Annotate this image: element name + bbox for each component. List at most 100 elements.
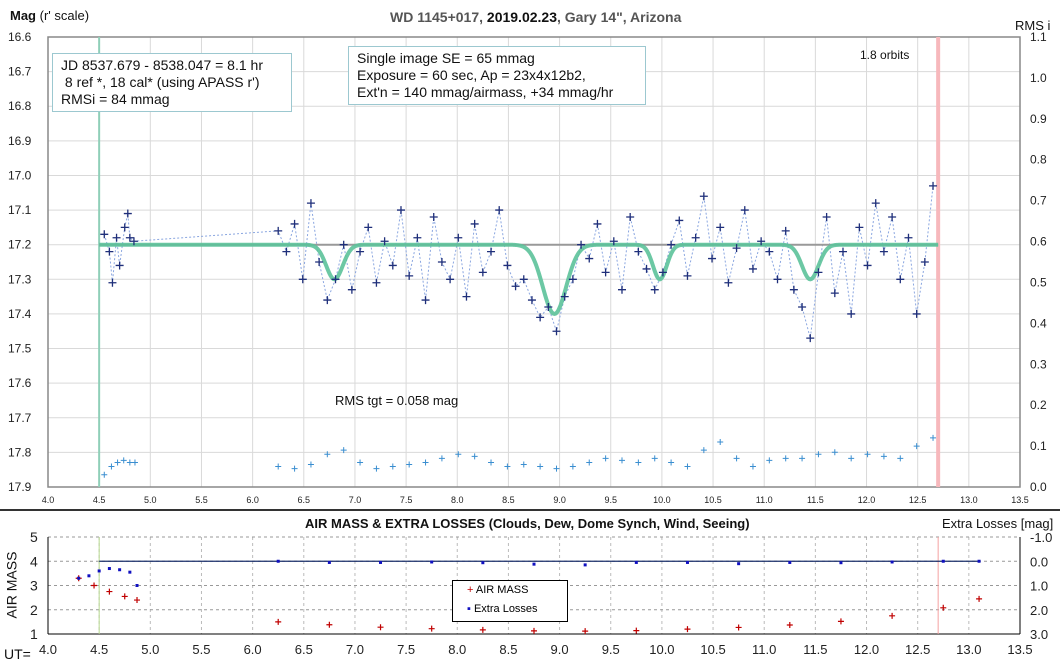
extra-losses-point <box>890 560 894 564</box>
x-tick-label: 8.0 <box>451 495 464 505</box>
y2-tick-label: 0.9 <box>1030 112 1047 126</box>
bottom-y2-tick-label: 3.0 <box>1030 627 1048 642</box>
title-date: 2019.02.23 <box>486 9 557 25</box>
legend: + AIR MASS ▪ Extra Losses <box>452 580 568 622</box>
extra-losses-point <box>685 560 689 564</box>
bottom-y-tick-label: 4 <box>30 553 38 569</box>
legend-label-airmass: AIR MASS <box>475 584 529 596</box>
airmass-point <box>684 626 691 633</box>
bottom-x-tick-label: 9.5 <box>602 642 620 657</box>
mag-data-point <box>912 309 921 318</box>
bottom-x-tick-label: 6.0 <box>244 642 262 657</box>
mag-data-point <box>380 237 389 246</box>
mag-data-point <box>339 240 348 249</box>
y-tick-label: 17.7 <box>8 411 32 425</box>
mag-data-point <box>593 219 602 228</box>
airmass-point <box>889 612 896 619</box>
y-tick-label: 17.4 <box>8 307 32 321</box>
bottom-chart-title: AIR MASS & EXTRA LOSSES (Clouds, Dew, Do… <box>305 516 750 531</box>
title-observer: , Gary 14", Arizona <box>556 9 682 25</box>
mag-data-point <box>413 233 422 242</box>
mag-data-point <box>757 237 766 246</box>
bottom-x-tick-label: 11.0 <box>752 642 776 657</box>
mag-data-point <box>904 233 913 242</box>
x-tick-label: 4.5 <box>93 495 106 505</box>
mag-data-point <box>388 261 397 270</box>
rms-data-point <box>602 455 609 462</box>
extra-losses-point <box>634 560 638 564</box>
rms-data-point <box>389 463 396 470</box>
bottom-y-tick-label: 3 <box>30 578 38 594</box>
rms-data-point <box>930 434 937 441</box>
x-tick-label: 6.0 <box>246 495 259 505</box>
extra-losses-point <box>481 561 485 565</box>
mag-data-point <box>437 258 446 266</box>
annotation-extinction: Ext'n = 140 mmag/airmass, +34 mmag/hr <box>357 84 614 100</box>
y2-tick-label: 1.0 <box>1030 71 1047 85</box>
y2-tick-label: 0.4 <box>1030 316 1047 330</box>
extra-losses-point <box>135 584 139 587</box>
mag-data-point <box>125 233 134 242</box>
bottom-x-tick-label: 8.5 <box>499 642 517 657</box>
airmass-point <box>531 627 537 634</box>
bottom-x-tick-label: 4.0 <box>39 642 57 657</box>
mag-data-point <box>806 334 815 343</box>
mag-data-point <box>708 254 717 263</box>
bottom-x-tick-label: 5.5 <box>192 642 210 657</box>
y2-tick-label: 0.8 <box>1030 153 1047 167</box>
rms-data-point <box>815 451 822 458</box>
airmass-point <box>121 593 128 600</box>
mag-data-point <box>740 206 749 215</box>
mag-data-point <box>781 226 790 235</box>
mag-data-point <box>347 285 356 294</box>
model-curve <box>99 242 939 316</box>
y-axis-title: Mag (r' scale) <box>10 8 89 23</box>
rms-data-point <box>357 459 364 466</box>
mag-data-point <box>405 271 414 280</box>
x-tick-label: 10.5 <box>704 495 722 505</box>
info-box-jd: JD 8537.679 - 8538.047 = 8.1 hr 8 ref *,… <box>52 53 292 112</box>
legend-item-extra-losses: ▪ Extra Losses <box>467 603 538 615</box>
rms-data-point <box>733 455 740 462</box>
annotation-orbits: 1.8 orbits <box>860 48 910 62</box>
rms-data-point <box>799 455 806 462</box>
airmass-point <box>91 582 98 589</box>
info-box-exposure: Single image SE = 65 mmag Exposure = 60 … <box>348 46 646 105</box>
rms-data-point <box>471 453 478 460</box>
y-tick-label: 17.6 <box>8 376 32 390</box>
plot-area <box>47 36 1021 488</box>
mag-data-point <box>879 247 888 256</box>
bottom-x-tick-label: 9.0 <box>551 642 569 657</box>
rms-data-point <box>422 459 429 466</box>
y-tick-label: 17.0 <box>8 168 32 182</box>
mag-data-point <box>658 268 667 277</box>
mag-data-point <box>372 278 381 287</box>
bottom-y2-tick-label: 2.0 <box>1030 603 1048 618</box>
mag-data-point <box>699 192 708 201</box>
annotation-se: Single image SE = 65 mmag <box>357 50 535 66</box>
rms-data-point <box>618 457 625 464</box>
mag-data-point <box>511 282 520 291</box>
rms-data-point <box>275 463 282 470</box>
y-axis-label-suffix: (r' scale) <box>39 8 90 23</box>
mag-data-point <box>716 223 725 232</box>
mag-data-point <box>323 296 332 305</box>
mag-data-point <box>282 247 291 256</box>
rms-data-point <box>913 443 920 450</box>
rms-data-point <box>307 461 314 468</box>
y-tick-label: 17.5 <box>8 342 32 356</box>
airmass-point <box>275 618 282 625</box>
y2-axis-title: RMS i <box>1015 18 1051 33</box>
legend-item-airmass: + AIR MASS <box>467 584 529 596</box>
bottom-x-tick-label: 13.0 <box>956 642 981 657</box>
mag-data-point <box>732 244 741 253</box>
rms-data-point <box>864 451 871 458</box>
mag-data-point <box>396 206 405 215</box>
airmass-point <box>976 595 983 602</box>
rms-data-point <box>131 459 138 466</box>
mag-data-point <box>108 278 117 287</box>
bottom-x-tick-label: 10.0 <box>649 642 674 657</box>
rms-data-point <box>101 471 108 478</box>
mag-data-point <box>920 258 929 266</box>
mag-data-point <box>298 275 307 284</box>
